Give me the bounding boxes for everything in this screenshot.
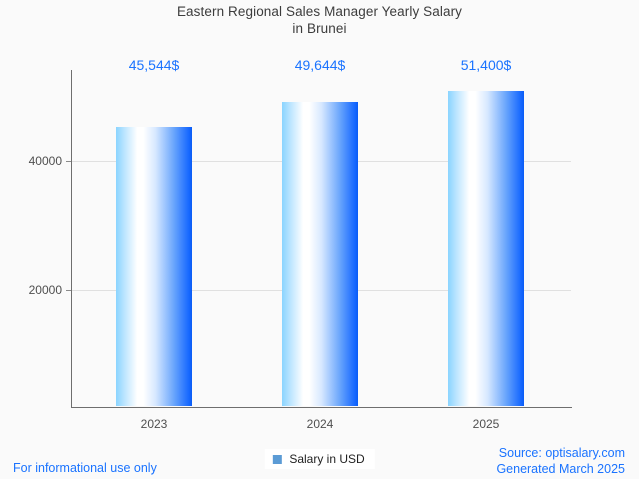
source-block: Source: optisalary.com Generated March 2… [496, 445, 625, 477]
y-axis-line [71, 70, 72, 408]
generated-text: Generated March 2025 [496, 462, 625, 476]
bar-value-label-2023: 45,544$ [128, 57, 180, 73]
bar-2025[interactable] [448, 91, 524, 406]
x-tick-label-2024: 2024 [306, 417, 334, 431]
bar-value-label-2024: 49,644$ [294, 57, 346, 73]
y-tick-mark [66, 290, 71, 291]
source-text: Source: optisalary.com [498, 446, 625, 460]
chart-title-line-2: in Brunei [292, 21, 347, 36]
chart-legend[interactable]: Salary in USD [264, 449, 375, 469]
y-tick-mark [66, 161, 71, 162]
bar-2023[interactable] [116, 127, 192, 406]
bar-2024[interactable] [282, 102, 358, 406]
plot-area: 40000 20000 [29, 70, 572, 408]
chart-title-line-1: Eastern Regional Sales Manager Yearly Sa… [176, 4, 463, 19]
chart-title: Eastern Regional Sales Manager Yearly Sa… [0, 3, 639, 37]
legend-label-salary: Salary in USD [289, 452, 365, 466]
x-tick-label-2025: 2025 [472, 417, 500, 431]
x-tick-label-2023: 2023 [140, 417, 168, 431]
y-tick-label-40000: 40000 [28, 154, 62, 168]
disclaimer-text: For informational use only [13, 461, 157, 475]
legend-swatch-icon [272, 454, 282, 464]
y-tick-label-20000: 20000 [28, 283, 62, 297]
bar-value-label-2025: 51,400$ [460, 57, 512, 73]
x-axis-line [71, 407, 572, 408]
